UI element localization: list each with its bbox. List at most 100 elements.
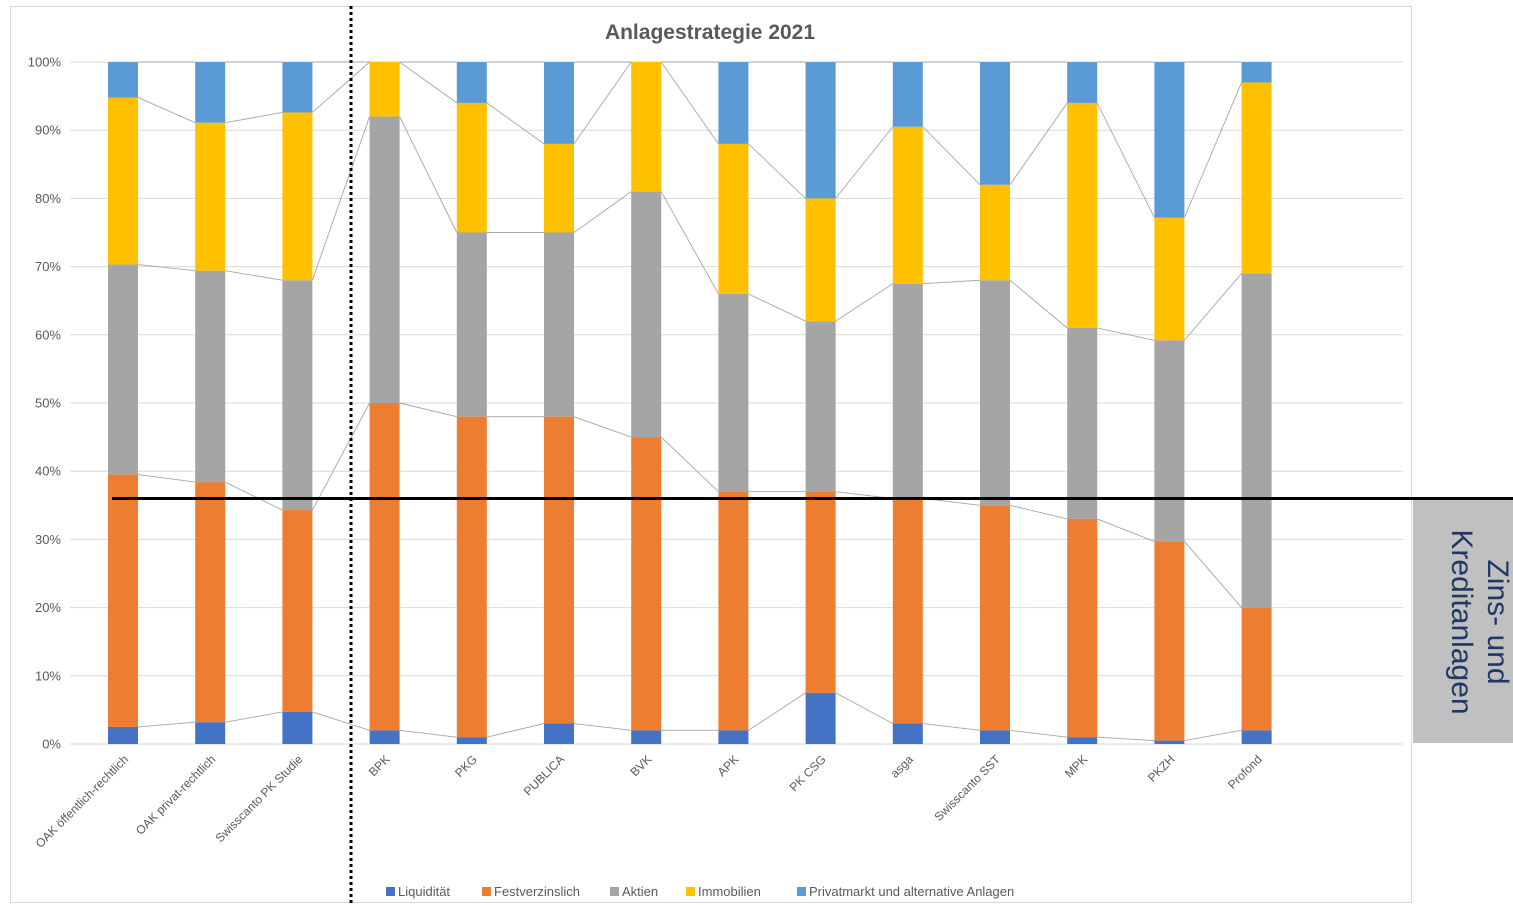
y-tick-label: 100% xyxy=(28,55,62,70)
bar-segment xyxy=(718,62,749,144)
bar-segment xyxy=(980,62,1010,185)
series-line xyxy=(225,481,283,511)
legend-swatch xyxy=(482,887,491,896)
series-line xyxy=(748,692,806,731)
bar-segment xyxy=(108,264,138,475)
category-label: MPK xyxy=(1062,752,1090,780)
series-line xyxy=(486,102,545,145)
bar-segment xyxy=(1154,217,1185,341)
bar-segment xyxy=(369,403,400,731)
bar-segment xyxy=(1154,340,1185,542)
bar-segment xyxy=(544,416,574,724)
category-label: PUBLICA xyxy=(521,752,567,798)
y-tick-label: 50% xyxy=(35,396,61,411)
bar-segment xyxy=(1241,82,1272,274)
series-line xyxy=(225,112,283,124)
category-label: PKG xyxy=(452,752,480,780)
y-tick-label: 0% xyxy=(42,737,61,752)
category-label: Profond xyxy=(1225,752,1265,792)
y-tick-label: 20% xyxy=(35,600,61,615)
bar-segment xyxy=(805,62,836,199)
y-tick-label: 70% xyxy=(35,259,61,274)
series-line xyxy=(1184,729,1242,742)
annotation-text: Zins- und xyxy=(1481,559,1513,684)
bar-segment xyxy=(544,143,574,233)
bar-segment xyxy=(369,62,400,117)
bar-segment xyxy=(195,482,226,723)
series-line xyxy=(1097,518,1155,542)
legend-label: Festverzinslich xyxy=(494,884,580,899)
bar-segment xyxy=(108,97,138,265)
y-tick-label: 40% xyxy=(35,464,61,479)
series-line xyxy=(922,126,981,186)
bar-segment xyxy=(805,321,836,492)
bar-segment xyxy=(544,232,574,417)
y-tick-label: 30% xyxy=(35,532,61,547)
x-axis-categories: OAK öffentlich-rechtlich OAK privat-recht… xyxy=(33,752,1265,851)
y-axis-ticks: 0% 10% 20% 30% 40% 50% 60% 70% 80% 90% 100% xyxy=(28,55,62,752)
bar-segment xyxy=(892,126,923,284)
annotation-text: Kreditanlagen xyxy=(1445,529,1478,714)
bar-segment xyxy=(718,491,749,731)
annotation-box xyxy=(1413,500,1513,743)
bar-segment xyxy=(1241,607,1272,731)
bar-segment xyxy=(369,730,400,744)
y-tick-label: 60% xyxy=(35,327,61,342)
series-line xyxy=(1097,736,1155,742)
legend-swatch xyxy=(686,887,695,896)
bar-segment xyxy=(631,62,662,192)
bar-segment xyxy=(1154,62,1185,218)
category-label: asga xyxy=(888,752,917,781)
series-line xyxy=(1009,102,1068,186)
series-line xyxy=(1096,102,1155,218)
bar-segment xyxy=(892,723,923,744)
series-line xyxy=(225,270,283,281)
bar-segment xyxy=(980,280,1010,506)
series-line xyxy=(1009,729,1068,738)
series-line xyxy=(311,116,371,281)
legend-label: Liquidität xyxy=(398,884,450,899)
bar-segment xyxy=(892,62,923,127)
series-line xyxy=(137,721,196,728)
series-line xyxy=(835,283,894,322)
series-line xyxy=(1184,541,1242,608)
category-label: OAK privat-rechtlich xyxy=(133,752,218,837)
bar-segment xyxy=(1154,740,1185,744)
bar-segment xyxy=(1241,730,1272,744)
bar-segment xyxy=(456,737,487,744)
bar-segment xyxy=(1154,541,1185,741)
series-line xyxy=(660,436,719,492)
category-label: BVK xyxy=(627,752,654,779)
bar-segment xyxy=(1241,62,1272,83)
bar-segment xyxy=(108,726,138,744)
bar-segment xyxy=(892,498,923,724)
series-line xyxy=(748,293,806,322)
bar-segment xyxy=(805,491,836,693)
legend-swatch xyxy=(386,887,395,896)
bar-segment xyxy=(456,232,487,417)
series-line xyxy=(1097,327,1155,341)
series-line xyxy=(660,61,719,145)
bar-segment xyxy=(718,293,749,492)
legend-swatch xyxy=(610,887,619,896)
series-line xyxy=(225,711,283,723)
series-line xyxy=(312,61,370,113)
series-line xyxy=(835,692,894,724)
bar-segment xyxy=(369,116,400,403)
series-line xyxy=(1183,82,1243,218)
bar-segment xyxy=(282,711,313,744)
series-line xyxy=(399,729,457,738)
series-line xyxy=(399,402,457,418)
category-label: Swisscanto SST xyxy=(931,752,1003,824)
series-line xyxy=(573,416,632,438)
bar-segment xyxy=(544,62,574,144)
bar-segment xyxy=(980,505,1010,731)
series-line xyxy=(137,474,196,483)
y-tick-label: 90% xyxy=(35,123,61,138)
series-line xyxy=(922,723,981,731)
bar-segment xyxy=(718,143,749,294)
legend-label: Privatmarkt und alternative Anlagen xyxy=(809,884,1014,899)
bar-segment xyxy=(631,437,662,731)
